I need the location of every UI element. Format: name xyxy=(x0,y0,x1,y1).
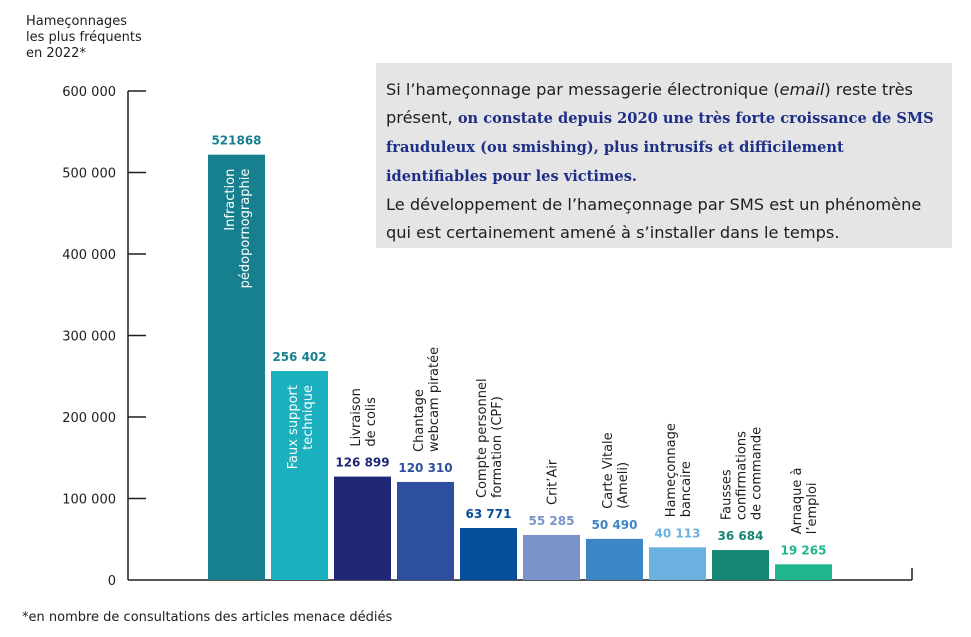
bar xyxy=(460,528,517,580)
bar-value-label: 63 771 xyxy=(466,507,512,521)
category-label-line: (Ameli) xyxy=(616,462,631,509)
bar-value-label: 521868 xyxy=(211,134,261,148)
bar-value-label: 55 285 xyxy=(529,514,575,528)
bar-value-label: 40 113 xyxy=(655,526,701,540)
callout-italic: email xyxy=(779,80,825,99)
y-tick-label: 300 000 xyxy=(62,330,116,345)
y-tick-label: 100 000 xyxy=(62,493,116,508)
category-label-line: l’emploi xyxy=(805,482,820,534)
bar xyxy=(775,564,832,580)
bar xyxy=(271,371,328,580)
category-label-line: Crit’Air xyxy=(546,459,561,505)
bar xyxy=(712,550,769,580)
category-label: Compte personnel formation (CPF) xyxy=(475,378,505,498)
bar-value-label: 126 899 xyxy=(335,456,389,470)
bar xyxy=(208,154,265,580)
bar-value-label: 36 684 xyxy=(718,529,764,543)
category-label-line: Livraison xyxy=(349,388,364,446)
category-label: Arnaque à l’emploi xyxy=(790,467,820,534)
bar-value-label: 120 310 xyxy=(398,461,452,475)
category-label-line: pédopornographie xyxy=(238,169,253,289)
category-label-line: confirmations xyxy=(735,431,750,520)
category-label: Hameçonnage bancaire xyxy=(664,423,694,517)
bar xyxy=(334,476,391,580)
category-label-line: webcam piratée xyxy=(427,347,442,452)
category-label-line: bancaire xyxy=(679,461,694,517)
callout-highlight: on constate depuis 2020 une très forte c… xyxy=(386,110,934,185)
y-axis-title: Hameçonnages les plus fréquents en 2022* xyxy=(26,14,142,62)
callout-text-2: Le développement de l’hameçonnage par SM… xyxy=(386,195,922,242)
y-tick-label: 200 000 xyxy=(62,411,116,426)
bar-value-label: 50 490 xyxy=(592,518,638,532)
category-label: Carte Vitale (Ameli) xyxy=(601,432,631,509)
callout-text-1: Si l’hameçonnage par messagerie électron… xyxy=(386,80,934,185)
bar-value-label: 19 265 xyxy=(781,543,827,557)
y-tick-label: 400 000 xyxy=(62,248,116,263)
y-tick-label: 600 000 xyxy=(62,85,116,100)
bar xyxy=(397,481,454,580)
category-label-line: Hameçonnage xyxy=(664,423,679,517)
category-label-line: Carte Vitale xyxy=(601,432,616,509)
category-label-line: formation (CPF) xyxy=(490,396,505,498)
bar xyxy=(523,534,580,580)
category-label-line: technique xyxy=(301,385,316,450)
y-axis-title-line-1: Hameçonnages xyxy=(26,14,127,29)
bar-value-label: 256 402 xyxy=(272,350,326,364)
category-label-line: de colis xyxy=(364,397,379,447)
footnote: *en nombre de consultations des articles… xyxy=(22,610,393,625)
category-label-line: Fausses xyxy=(720,469,735,520)
category-label-line: Chantage xyxy=(412,389,427,452)
category-label: Fausses confirmations de commande xyxy=(720,427,765,520)
y-tick-label: 500 000 xyxy=(62,167,116,182)
bar xyxy=(649,547,706,580)
category-label-line: Faux support xyxy=(286,385,301,469)
y-axis-title-line-2: les plus fréquents xyxy=(26,30,142,45)
category-label: Livraison de colis xyxy=(349,388,379,446)
callout-box: Si l’hameçonnage par messagerie électron… xyxy=(376,63,952,248)
category-label: Faux support technique xyxy=(286,385,316,469)
category-label-line: Arnaque à xyxy=(790,467,805,534)
y-axis-title-line-3: en 2022* xyxy=(26,46,86,61)
category-label-line: Infraction xyxy=(223,169,238,231)
category-label: Crit’Air xyxy=(546,459,561,505)
y-tick-label: 0 xyxy=(108,574,116,589)
category-label-line: de commande xyxy=(750,427,765,520)
category-label-line: Compte personnel xyxy=(475,378,490,498)
bar xyxy=(586,538,643,580)
category-label: Chantage webcam piratée xyxy=(412,347,442,452)
category-label: Infraction pédopornographie xyxy=(223,169,253,289)
